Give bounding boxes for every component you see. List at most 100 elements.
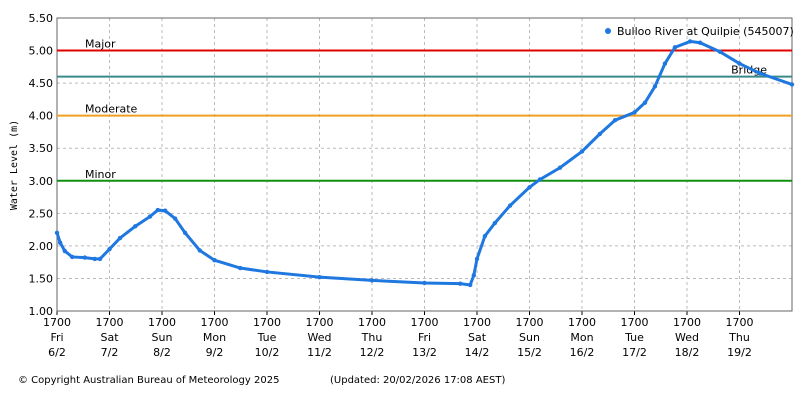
x-tick-label: Sun — [152, 331, 173, 344]
data-point — [697, 40, 703, 45]
x-tick-label: Sun — [519, 331, 540, 344]
x-tick-label: Sat — [100, 331, 119, 344]
y-tick-label: 4.50 — [29, 77, 54, 90]
x-tick-label: 10/2 — [255, 346, 280, 359]
x-tick-label: 15/2 — [517, 346, 542, 359]
data-point — [737, 61, 742, 66]
data-point — [662, 61, 668, 66]
data-point — [597, 131, 603, 137]
x-tick-label: 1700 — [568, 316, 596, 329]
threshold-label: Moderate — [85, 103, 138, 116]
data-point — [107, 246, 112, 252]
data-point — [642, 100, 648, 105]
y-tick-label: 1.50 — [29, 272, 54, 285]
data-point — [652, 84, 658, 89]
x-tick-label: 1700 — [306, 316, 334, 329]
data-point — [70, 254, 75, 260]
x-tick-label: Mon — [203, 331, 226, 344]
x-tick-label: Wed — [308, 331, 332, 344]
x-tick-label: 11/2 — [307, 346, 332, 359]
x-tick-label: Sat — [468, 331, 487, 344]
data-point — [264, 269, 270, 275]
x-tick-label: Thu — [361, 331, 383, 344]
copyright: © Copyright Australian Bureau of Meteoro… — [18, 375, 279, 386]
data-point — [369, 278, 375, 283]
y-tick-label: 1.00 — [29, 305, 54, 318]
x-tick-label: 1700 — [726, 316, 754, 329]
data-point — [422, 280, 427, 286]
x-tick-label: 1700 — [358, 316, 386, 329]
data-point — [182, 230, 188, 236]
x-tick-label: 1700 — [621, 316, 649, 329]
x-tick-label: Tue — [624, 331, 644, 344]
y-tick-label: 5.00 — [29, 45, 54, 58]
x-tick-label: 1700 — [516, 316, 544, 329]
threshold-label: Major — [85, 38, 116, 51]
x-tick-label: Fri — [418, 331, 431, 344]
data-point — [471, 272, 477, 278]
data-point — [162, 208, 168, 213]
x-tick-label: 8/2 — [153, 346, 171, 359]
x-tick-label: 1700 — [673, 316, 701, 329]
data-point — [557, 165, 563, 170]
x-tick-label: 1700 — [253, 316, 281, 329]
data-point — [687, 39, 693, 44]
y-axis-label: Water Level (m) — [9, 120, 20, 210]
data-point — [474, 256, 480, 262]
data-point — [467, 282, 473, 288]
y-tick-label: 4.00 — [29, 110, 54, 123]
y-tick-label: 3.50 — [29, 142, 54, 155]
plot-frame — [56, 17, 793, 312]
data-point — [579, 149, 585, 154]
x-tick-label: 19/2 — [727, 346, 752, 359]
data-point — [62, 248, 68, 254]
x-tick-label: 14/2 — [465, 346, 490, 359]
x-tick-label: Wed — [675, 331, 699, 344]
x-tick-label: 16/2 — [570, 346, 595, 359]
legend-marker — [605, 28, 611, 34]
x-tick-label: 9/2 — [206, 346, 224, 359]
data-point — [212, 258, 217, 263]
data-point — [147, 214, 153, 219]
x-tick-label: 1700 — [201, 316, 229, 329]
x-tick-label: Fri — [50, 331, 63, 344]
y-tick-label: 2.50 — [29, 207, 54, 220]
updated: (Updated: 20/02/2026 17:08 AEST) — [330, 375, 505, 386]
water-level-line — [55, 39, 793, 287]
x-tick-label: 6/2 — [48, 346, 66, 359]
x-tick-label: Mon — [570, 331, 593, 344]
data-point — [155, 207, 160, 213]
data-point — [537, 177, 543, 182]
x-tick-label: Thu — [728, 331, 750, 344]
data-point — [197, 248, 202, 253]
data-point — [238, 265, 243, 271]
data-point — [632, 110, 637, 115]
y-tick-label: 5.50 — [29, 12, 54, 25]
x-tick-label: 18/2 — [675, 346, 700, 359]
data-point — [172, 216, 178, 221]
data-point — [612, 118, 618, 123]
data-point — [317, 274, 322, 280]
data-point — [672, 45, 678, 50]
data-point — [507, 203, 513, 208]
data-point — [97, 256, 103, 262]
data-point — [492, 220, 498, 226]
data-point — [717, 49, 723, 55]
legend-label: Bulloo River at Quilpie (545007) — [617, 25, 794, 38]
x-tick-label: 1700 — [96, 316, 124, 329]
data-point — [789, 82, 795, 87]
data-point — [133, 224, 138, 229]
data-point — [92, 256, 98, 262]
x-tick-label: 7/2 — [101, 346, 119, 359]
x-tick-label: 1700 — [411, 316, 439, 329]
x-tick-label: Tue — [257, 331, 277, 344]
x-tick-label: 13/2 — [412, 346, 437, 359]
y-tick-label: 3.00 — [29, 175, 54, 188]
data-point — [527, 185, 532, 190]
x-tick-label: 1700 — [463, 316, 491, 329]
data-point — [458, 281, 463, 286]
x-tick-label: 17/2 — [622, 346, 647, 359]
x-tick-label: 1700 — [148, 316, 176, 329]
y-tick-label: 2.00 — [29, 240, 54, 253]
